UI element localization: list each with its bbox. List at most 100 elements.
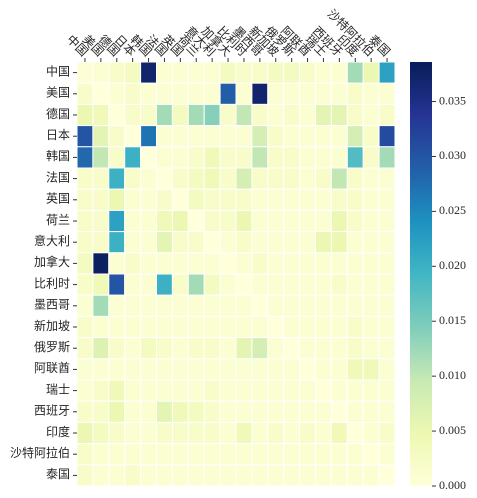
heat-cell [362, 188, 380, 211]
heat-cell [378, 379, 396, 402]
heat-cell [362, 209, 380, 233]
heat-cell [108, 61, 126, 84]
heat-cell [140, 464, 158, 487]
heat-cell [156, 294, 173, 317]
heat-cell [187, 273, 205, 296]
heat-cell [92, 167, 110, 190]
heat-cell [140, 61, 158, 84]
heat-cell [76, 103, 94, 127]
y-tick-label: 阿联酋 [34, 360, 70, 375]
heat-cell [171, 400, 189, 423]
heat-cell [219, 337, 237, 360]
heat-cell [378, 252, 396, 275]
heat-cell [362, 167, 380, 190]
heat-cell [330, 103, 348, 127]
heat-cell [315, 167, 332, 190]
heat-cell [156, 231, 173, 254]
heat-cell [235, 61, 253, 84]
heat-cell [171, 188, 189, 211]
heat-cell [171, 103, 189, 127]
heat-cell [108, 400, 126, 423]
heat-cell [171, 231, 189, 254]
heat-cell [140, 400, 158, 423]
heat-cell [299, 252, 317, 275]
heat-cell [251, 252, 269, 275]
heat-cell [140, 231, 158, 254]
heat-cell [362, 379, 380, 402]
heat-cell [315, 379, 332, 402]
heat-cell [362, 82, 380, 105]
y-tick-label: 印度 [46, 424, 70, 439]
heat-cell [235, 231, 253, 254]
heat-cell [362, 315, 380, 339]
heat-cell [203, 337, 221, 360]
heat-cell [187, 464, 205, 487]
heat-cell [92, 231, 110, 254]
heat-cell [315, 209, 332, 233]
heat-cell [187, 252, 205, 275]
heat-cell [346, 252, 364, 275]
colorbar-tick-label: 0.030 [439, 148, 466, 162]
heat-cell [92, 400, 110, 423]
heat-cell [283, 103, 301, 127]
heat-cell [251, 231, 269, 254]
heat-cell [219, 146, 237, 169]
heat-cell [76, 61, 94, 84]
heat-cell [267, 125, 285, 148]
heat-cell [156, 358, 173, 381]
heat-cell [330, 209, 348, 233]
heat-cell [219, 294, 237, 317]
heat-cell [330, 61, 348, 84]
heat-cell [124, 252, 142, 275]
heat-cell [283, 443, 301, 466]
y-tick-label: 沙特阿拉伯 [10, 445, 70, 460]
heat-cell [330, 125, 348, 148]
heat-cell [76, 443, 94, 466]
heat-cell [108, 167, 126, 190]
heat-cell [92, 103, 110, 127]
heat-cell [219, 61, 237, 84]
heat-cell [299, 125, 317, 148]
heat-cell [203, 273, 221, 296]
heat-cell [203, 443, 221, 466]
heat-cell [187, 209, 205, 233]
heat-cell [267, 421, 285, 445]
heat-cell [92, 464, 110, 487]
heat-cell [203, 82, 221, 105]
y-tick-label: 瑞士 [46, 382, 70, 396]
heat-cell [187, 294, 205, 317]
heat-cell [203, 252, 221, 275]
heat-cell [330, 379, 348, 402]
heat-cell [378, 315, 396, 339]
heat-cell [76, 379, 94, 402]
heat-cell [378, 103, 396, 127]
y-tick-label: 法国 [46, 170, 70, 184]
heat-cell [124, 82, 142, 105]
heat-cell [124, 167, 142, 190]
heat-cell [378, 188, 396, 211]
heat-cell [378, 146, 396, 169]
heat-cell [219, 358, 237, 381]
heat-cell [235, 273, 253, 296]
heat-cell [124, 379, 142, 402]
colorbar [410, 62, 432, 486]
heat-cell [330, 400, 348, 423]
heat-cell [378, 294, 396, 317]
y-tick-label: 美国 [46, 86, 70, 100]
heat-cell [267, 337, 285, 360]
heat-cell [156, 315, 173, 339]
heat-cell [346, 273, 364, 296]
heat-cell [235, 315, 253, 339]
heat-cell [251, 294, 269, 317]
heat-cell [171, 146, 189, 169]
heat-cell [108, 82, 126, 105]
heat-cell [299, 464, 317, 487]
heat-cell [251, 167, 269, 190]
heat-cell [156, 103, 173, 127]
heat-cell [124, 125, 142, 148]
heat-cell [283, 167, 301, 190]
heat-cell [76, 337, 94, 360]
heat-cell [346, 146, 364, 169]
heat-cell [156, 273, 173, 296]
heat-cell [76, 82, 94, 105]
